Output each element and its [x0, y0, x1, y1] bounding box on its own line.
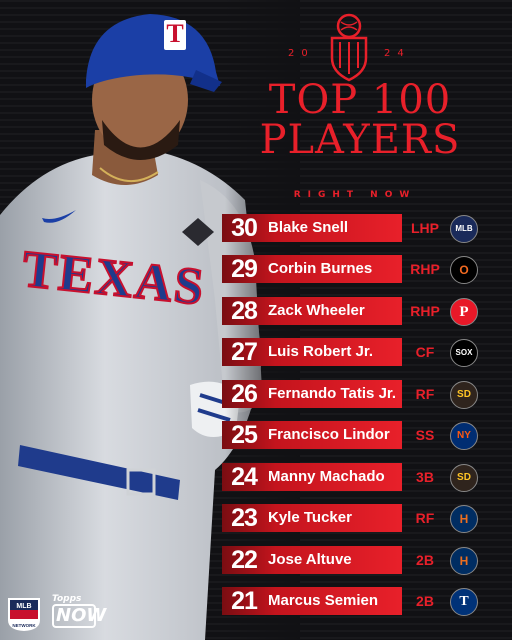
player-position: 2B [416, 593, 434, 609]
row-bar [222, 380, 402, 408]
player-rank: 30 [231, 214, 258, 242]
phillies-logo-icon: P [450, 298, 478, 326]
row-bar [222, 338, 402, 366]
row-bar [222, 421, 402, 449]
padres-logo-icon: SD [450, 464, 478, 492]
list-item: 30 Blake Snell LHP MLB [222, 211, 492, 245]
player-position: 2B [416, 552, 434, 568]
mlb-network-logo-icon: MLB NETWORK [8, 598, 40, 631]
player-name: Zack Wheeler [268, 302, 365, 319]
list-item: 25 Francisco Lindor SS NY [222, 418, 492, 452]
player-rank: 24 [231, 463, 258, 491]
list-item: 21 Marcus Semien 2B T [222, 584, 492, 618]
list-item: 27 Luis Robert Jr. CF SOX [222, 335, 492, 369]
list-item: 28 Zack Wheeler RHP P [222, 294, 492, 328]
row-bar [222, 504, 402, 532]
row-bar [222, 546, 402, 574]
padres-logo-icon: SD [450, 381, 478, 409]
row-bar [222, 214, 402, 242]
list-item: 23 Kyle Tucker RF H [222, 501, 492, 535]
list-item: 22 Jose Altuve 2B H [222, 543, 492, 577]
player-name: Kyle Tucker [268, 509, 352, 526]
astros-logo-icon: H [450, 505, 478, 533]
player-position: CF [415, 344, 435, 360]
year-right: 24 [384, 48, 411, 59]
player-name: Manny Machado [268, 468, 385, 485]
player-position: RF [415, 510, 435, 526]
player-position: SS [415, 427, 435, 443]
year-left: 20 [288, 48, 315, 59]
player-name: Blake Snell [268, 219, 349, 236]
subtitle: RIGHT NOW [293, 190, 417, 200]
player-name: Jose Altuve [268, 551, 352, 568]
now-label: NOW [52, 604, 106, 628]
player-position: RHP [410, 261, 440, 277]
row-bar [222, 463, 402, 491]
player-name: Fernando Tatis Jr. [268, 385, 397, 402]
row-bar [222, 255, 402, 283]
player-rank: 26 [231, 380, 258, 408]
list-item: 29 Corbin Burnes RHP O [222, 252, 492, 286]
player-name: Luis Robert Jr. [268, 343, 374, 360]
player-position: 3B [416, 469, 434, 485]
helmet-letter: T [166, 19, 184, 48]
player-rank: 29 [231, 255, 258, 283]
list-item: 24 Manny Machado 3B SD [222, 460, 492, 494]
player-name: Francisco Lindor [268, 426, 390, 443]
row-bar [222, 297, 402, 325]
rangers-logo-icon: T [450, 588, 478, 616]
player-rank: 28 [231, 297, 258, 325]
mlb-logo-icon: MLB [450, 215, 478, 243]
svg-text:NETWORK: NETWORK [12, 623, 36, 628]
player-position: LHP [411, 220, 439, 236]
title-line-2: PLAYERS [259, 117, 461, 163]
player-rank: 22 [231, 546, 258, 574]
player-rank: 27 [231, 338, 258, 366]
list-item: 26 Fernando Tatis Jr. RF SD [222, 377, 492, 411]
player-position: RHP [410, 303, 440, 319]
topps-label: Topps [52, 594, 82, 604]
player-rank: 23 [231, 504, 258, 532]
svg-text:MLB: MLB [16, 603, 31, 610]
player-rank: 25 [231, 421, 258, 449]
top-100-emblem-icon [330, 13, 368, 82]
row-bar [222, 587, 402, 615]
player-position: RF [415, 386, 435, 402]
title-line-1: TOP 100 [268, 77, 452, 123]
mets-logo-icon: NY [450, 422, 478, 450]
orioles-logo-icon: O [450, 256, 478, 284]
player-rank: 21 [231, 587, 258, 615]
page-title: TOP 100 PLAYERS [235, 80, 485, 160]
white-sox-logo-icon: SOX [450, 339, 478, 367]
player-name: Marcus Semien [268, 592, 379, 609]
astros-logo-icon: H [450, 547, 478, 575]
topps-now-logo: Topps NOW [52, 594, 106, 634]
player-name: Corbin Burnes [268, 260, 373, 277]
